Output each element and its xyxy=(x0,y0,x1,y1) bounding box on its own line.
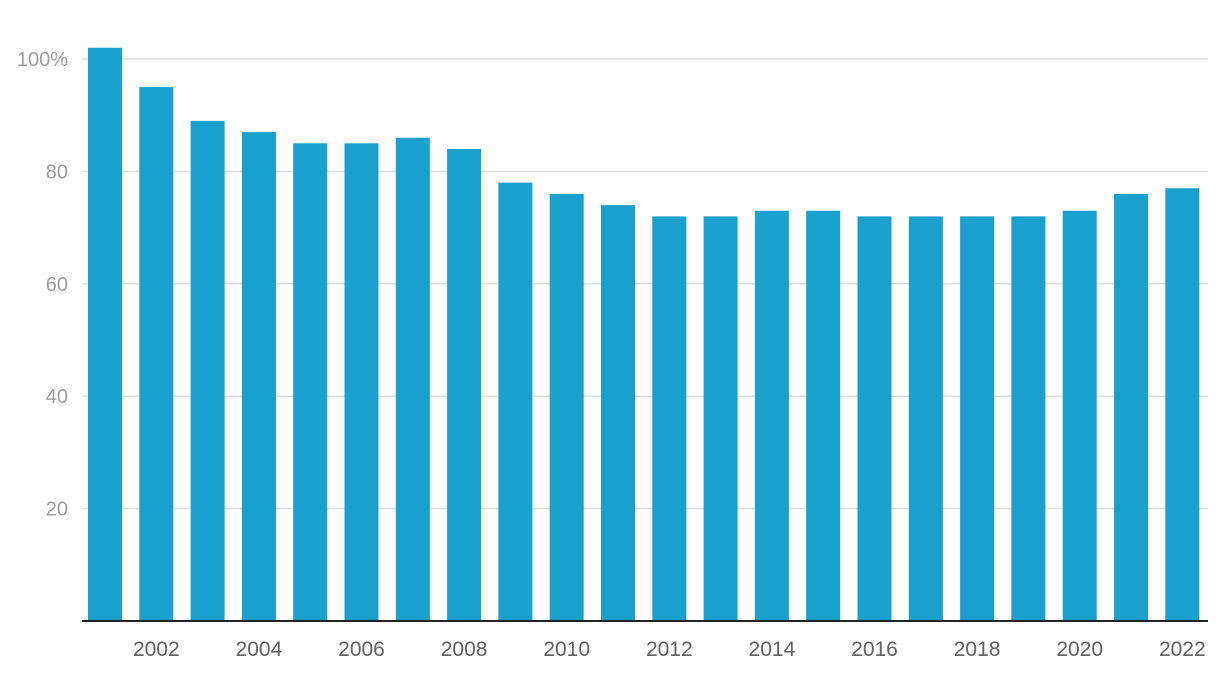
bar-2002[interactable] xyxy=(139,87,174,622)
y-tick-label: 100% xyxy=(17,49,68,71)
y-tick-labels: 20 40 60 80 100% xyxy=(17,49,68,521)
bar-2006[interactable] xyxy=(344,143,379,622)
y-tick-label: 20 xyxy=(46,499,68,521)
x-tick-label: 2016 xyxy=(851,638,898,661)
x-tick-labels: 2002 2004 2006 2008 2010 2012 2014 2016 2018 2020… xyxy=(133,638,1206,661)
x-tick-label: 2014 xyxy=(749,638,796,661)
bar-2014[interactable] xyxy=(754,210,789,622)
bar-2015[interactable] xyxy=(806,210,841,622)
x-tick-label: 2018 xyxy=(954,638,1001,661)
x-tick-label: 2010 xyxy=(543,638,590,661)
bar-2011[interactable] xyxy=(601,205,635,621)
bar-2018[interactable] xyxy=(960,216,995,622)
x-tick-label: 2008 xyxy=(441,638,488,661)
bars xyxy=(88,47,1200,622)
x-tick-label: 2006 xyxy=(338,638,385,661)
x-tick-label: 2022 xyxy=(1159,638,1206,661)
bar-2013[interactable] xyxy=(703,216,738,622)
bar-2012[interactable] xyxy=(652,216,687,622)
bar-2007[interactable] xyxy=(395,137,430,621)
bar-2010[interactable] xyxy=(549,193,584,621)
x-tick-label: 2002 xyxy=(133,638,180,661)
bar-2019[interactable] xyxy=(1011,216,1046,622)
x-tick-label: 2004 xyxy=(236,638,283,661)
bar-2021[interactable] xyxy=(1114,193,1148,621)
bar-2020[interactable] xyxy=(1062,210,1097,622)
bar-2022[interactable] xyxy=(1165,188,1200,621)
y-tick-label: 80 xyxy=(46,161,68,183)
y-tick-label: 40 xyxy=(46,386,68,408)
bar-2005[interactable] xyxy=(293,143,328,622)
bar-2003[interactable] xyxy=(190,120,225,621)
x-tick-label: 2012 xyxy=(646,638,693,661)
bar-2004[interactable] xyxy=(241,132,276,621)
bar-2001[interactable] xyxy=(88,47,122,621)
bar-2009[interactable] xyxy=(498,182,533,621)
bar-2008[interactable] xyxy=(447,148,482,622)
x-tick-label: 2020 xyxy=(1056,638,1103,661)
bar-2016[interactable] xyxy=(857,216,892,622)
bar-2017[interactable] xyxy=(908,216,943,622)
y-tick-label: 60 xyxy=(46,274,68,296)
